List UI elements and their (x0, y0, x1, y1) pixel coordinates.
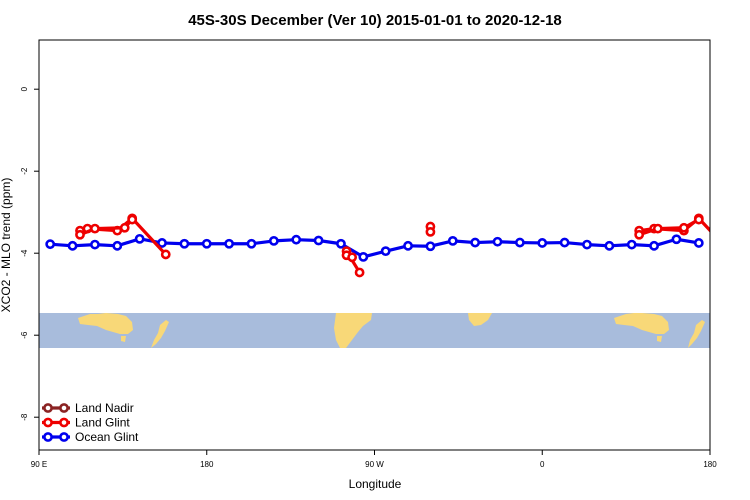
map-land (78, 313, 133, 334)
legend-item-land-glint: Land Glint (42, 416, 130, 430)
data-point-land-glint (693, 214, 704, 225)
map-land (334, 313, 372, 348)
data-point-land-glint (679, 222, 689, 233)
data-point-land-glint (90, 223, 100, 234)
data-point-ocean-glint (157, 238, 167, 248)
data-point-land-glint (347, 252, 358, 263)
plot-area (38, 39, 736, 451)
data-point-ocean-glint (403, 240, 413, 251)
data-point-ocean-glint (447, 235, 458, 246)
legend-swatch-point (59, 417, 69, 428)
legend-swatch-point (43, 417, 53, 428)
chart-title: 45S-30S December (Ver 10) 2015-01-01 to … (188, 12, 562, 29)
legend-swatch-point (59, 403, 69, 413)
data-point-land-glint (652, 223, 663, 234)
y-axis: 0 -2 -4 -6 -8 (20, 86, 39, 421)
data-point-ocean-glint (649, 240, 659, 251)
data-point-ocean-glint (67, 240, 78, 251)
data-point-land-glint (127, 214, 138, 225)
x-tick-label: 180 (200, 460, 214, 469)
data-point-land-glint (634, 229, 645, 240)
data-point-land-glint (119, 222, 130, 233)
world-map-band (39, 313, 710, 348)
map-land (121, 336, 126, 342)
x-tick-label: 90 W (365, 460, 384, 469)
x-tick-label: 90 E (31, 460, 47, 469)
series-line-land-glint (638, 218, 700, 237)
data-point-ocean-glint (201, 238, 212, 249)
y-tick-label: 0 (20, 86, 29, 91)
x-axis: 90 E 180 90 W 0 180 (31, 450, 717, 469)
data-point-ocean-glint (134, 233, 145, 244)
legend-label: Land Nadir (75, 401, 134, 415)
data-point-land-glint (729, 251, 736, 258)
data-point-ocean-glint (313, 235, 324, 246)
map-ocean (39, 313, 710, 348)
legend-label: Land Glint (75, 416, 130, 430)
y-tick-label: -4 (20, 249, 29, 257)
data-point-ocean-glint (425, 241, 436, 252)
legend-label: Ocean Glint (75, 430, 139, 444)
data-point-land-glint (75, 229, 85, 240)
series-ocean-glint (45, 233, 704, 262)
map-land (468, 313, 492, 326)
data-point-ocean-glint (671, 234, 682, 245)
data-point-land-glint (354, 267, 365, 278)
data-point-ocean-glint (246, 238, 257, 249)
data-point-ocean-glint (604, 240, 615, 251)
data-point-ocean-glint (112, 240, 123, 251)
data-point-ocean-glint (291, 234, 302, 245)
data-point-ocean-glint (693, 238, 704, 248)
x-tick-label: 180 (703, 460, 717, 469)
data-point-ocean-glint (492, 236, 503, 247)
map-land (151, 320, 169, 348)
legend-item-land-nadir: Land Nadir (42, 401, 134, 415)
series-land-glint (75, 213, 736, 278)
data-point-ocean-glint (45, 239, 56, 250)
series-layer (45, 213, 736, 278)
legend-swatch-point (59, 432, 69, 442)
data-point-ocean-glint (380, 246, 391, 257)
x-tick-label: 0 (540, 460, 545, 469)
x-axis-label: Longitude (349, 477, 402, 491)
data-point-ocean-glint (268, 235, 279, 246)
y-tick-label: -2 (20, 167, 29, 175)
map-land (657, 336, 662, 342)
data-point-ocean-glint (626, 239, 637, 250)
data-point-land-glint (160, 249, 171, 260)
data-point-ocean-glint (336, 238, 346, 249)
data-point-ocean-glint (514, 237, 525, 248)
map-land (614, 313, 669, 334)
y-tick-label: -6 (20, 331, 29, 339)
y-tick-label: -8 (20, 413, 29, 421)
data-point-ocean-glint (179, 238, 190, 249)
data-point-ocean-glint (537, 238, 548, 248)
data-point-ocean-glint (90, 239, 100, 250)
y-axis-label: XCO2 - MLO trend (ppm) (0, 178, 13, 313)
data-point-ocean-glint (358, 251, 369, 262)
legend-item-ocean-glint: Ocean Glint (42, 430, 139, 444)
data-point-ocean-glint (470, 237, 481, 248)
data-point-land-glint (425, 226, 436, 237)
legend-swatch-point (43, 432, 53, 442)
series-line-ocean-glint (50, 237, 700, 259)
data-point-ocean-glint (582, 239, 592, 250)
legend-swatch-point (43, 403, 53, 413)
map-land (688, 320, 705, 348)
data-point-ocean-glint (559, 237, 570, 248)
data-point-ocean-glint (224, 238, 235, 249)
series-line-land-glint (79, 218, 134, 237)
